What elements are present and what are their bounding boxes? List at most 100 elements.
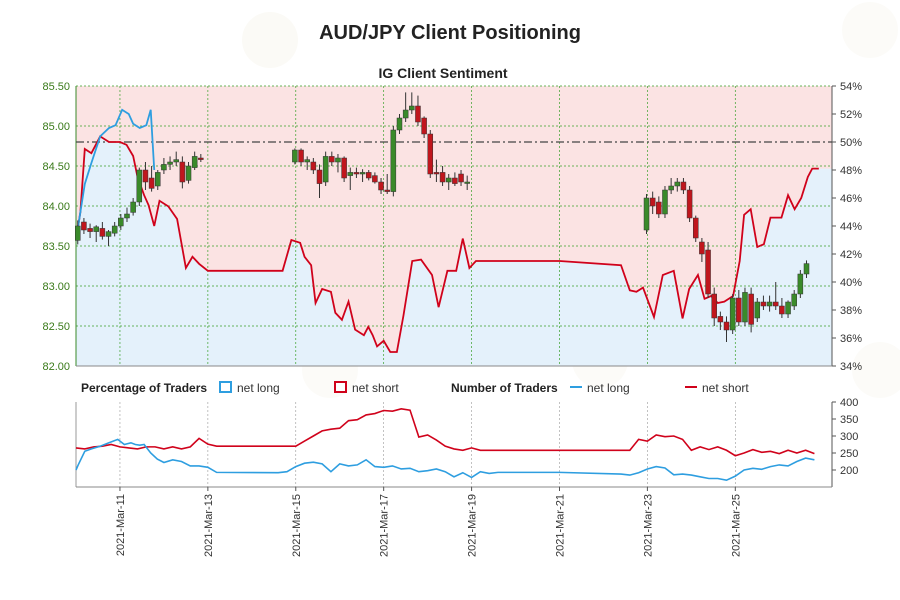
x-tick-label: 2021-Mar-21 (554, 494, 566, 557)
price-tick-label: 82.00 (42, 361, 70, 373)
legend-pct-long-swatch (219, 381, 232, 393)
candle-body (329, 156, 335, 163)
candle-body (93, 226, 99, 232)
count-short-line (75, 407, 815, 457)
candle-body (167, 161, 173, 165)
legend: Percentage of Traders net long net short… (81, 381, 749, 395)
candle-body (668, 185, 674, 191)
candle-body (372, 175, 378, 183)
candle-body (310, 161, 317, 171)
candle-body (304, 159, 310, 163)
candle-body (427, 133, 434, 175)
candle-body (353, 172, 360, 175)
price-panel: 82.00 82.50 83.00 83.50 84.00 84.50 85.00 85.50… (42, 81, 862, 373)
count-long-line (75, 438, 815, 482)
legend-pct-short-label: net short (352, 381, 399, 395)
x-axis: 2021-Mar-11 2021-Mar-13 2021-Mar-15 2021-Ma… (115, 487, 742, 557)
candle-body (686, 189, 693, 219)
candle-body (421, 117, 427, 135)
candle-body (452, 177, 458, 184)
pct-tick-label: 50% (840, 137, 862, 149)
candle-body (136, 169, 143, 203)
candle-body (81, 221, 87, 231)
candle-body (643, 197, 650, 231)
candle-body (748, 293, 754, 325)
candle-body (173, 159, 179, 163)
candle-body (692, 217, 699, 239)
candle-body (797, 273, 804, 295)
candle-body (148, 177, 155, 189)
candle-body (347, 172, 354, 176)
candle-body (705, 249, 711, 295)
candle-body (439, 172, 446, 183)
candle-body (130, 201, 136, 213)
candle-body (396, 117, 403, 131)
candle-body (99, 228, 106, 237)
x-tick-label: 2021-Mar-25 (730, 494, 742, 557)
candle-body (409, 105, 415, 111)
pct-tick-label: 38% (840, 305, 862, 317)
candle-body (415, 105, 421, 123)
pct-tick-label: 42% (840, 249, 862, 261)
candle-body (458, 173, 464, 183)
candle-body (717, 316, 724, 323)
legend-pct-short-swatch (334, 381, 347, 393)
price-tick-label: 85.00 (42, 121, 70, 133)
count-tick-label: 400 (840, 397, 858, 409)
count-panel: 200 250 300 350 400 (75, 397, 858, 488)
candle-body (649, 197, 656, 207)
x-tick-label: 2021-Mar-19 (467, 494, 479, 557)
x-tick-label: 2021-Mar-23 (642, 494, 654, 557)
pct-tick-label: 48% (840, 165, 862, 177)
candle-body (378, 181, 384, 191)
candle-body (736, 297, 742, 323)
candle-body (124, 213, 130, 219)
legend-pct-title: Percentage of Traders (81, 381, 207, 395)
pct-tick-label: 40% (840, 277, 862, 289)
candle-body (384, 189, 390, 192)
x-tick-label: 2021-Mar-15 (291, 494, 303, 557)
candle-body (402, 109, 409, 119)
pct-tick-label: 46% (840, 193, 862, 205)
candle-body (674, 181, 681, 187)
count-tick-label: 200 (840, 465, 858, 477)
pct-tick-label: 34% (840, 361, 862, 373)
candle-body (198, 157, 204, 160)
price-tick-label: 84.00 (42, 201, 70, 213)
candle-body (341, 157, 347, 179)
candle-body (179, 161, 186, 183)
candle-body (75, 225, 81, 241)
price-tick-label: 82.50 (42, 321, 70, 333)
count-tick-label: 300 (840, 431, 858, 443)
candle-body (142, 169, 149, 183)
pct-tick-label: 54% (840, 81, 862, 93)
candle-body (365, 172, 372, 179)
candle-body (191, 156, 198, 168)
candle-body (292, 149, 298, 163)
net-short-area (76, 86, 832, 352)
pct-tick-label: 44% (840, 221, 862, 233)
price-tick-label: 84.50 (42, 161, 70, 173)
pct-long-line (75, 108, 156, 241)
candle-body (105, 231, 112, 237)
candle-body (445, 177, 452, 183)
legend-pct-long-label: net long (237, 381, 280, 395)
candle-body (335, 157, 341, 163)
watermark-logo-0 (242, 12, 298, 68)
candle-body (729, 297, 736, 331)
candle-body (754, 301, 761, 319)
candle-body (390, 129, 397, 192)
candle-body (723, 321, 730, 331)
candle-body (785, 301, 791, 315)
chart-title: IG Client Sentiment (378, 65, 507, 81)
candle-body (742, 292, 748, 323)
candle-body (111, 225, 118, 234)
candle-body (699, 241, 705, 255)
candle-body (779, 305, 785, 315)
pct-tick-label: 52% (840, 109, 862, 121)
candle-body (316, 169, 323, 184)
candle-body (155, 172, 161, 187)
candle-body (662, 189, 668, 215)
watermark-logo-4 (852, 342, 900, 398)
